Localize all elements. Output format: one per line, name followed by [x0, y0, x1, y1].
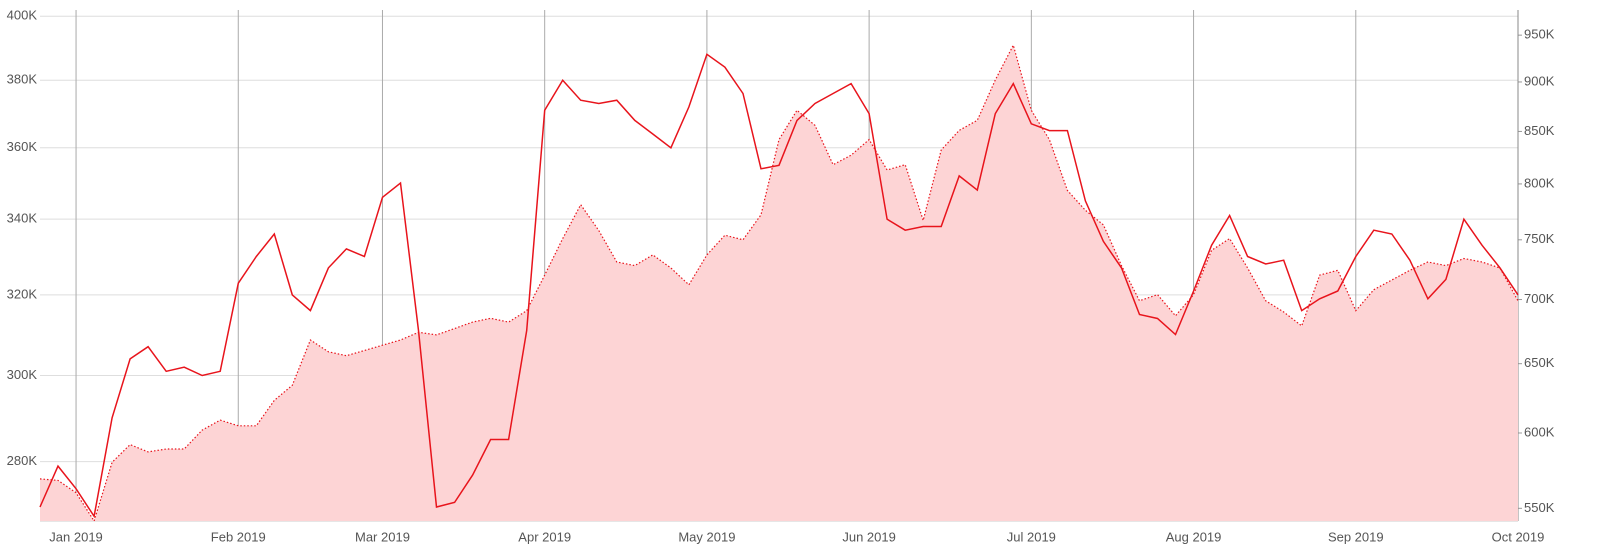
x-tick-label: Oct 2019 — [1492, 529, 1545, 544]
x-tick-label: Feb 2019 — [211, 529, 266, 544]
y-tick-label: 400K — [7, 8, 38, 23]
x-tick-label: Mar 2019 — [355, 529, 410, 544]
area-edge — [39, 43, 1519, 523]
y2-tick-label: 950K — [1524, 27, 1555, 42]
x-tick-label: Apr 2019 — [518, 529, 571, 544]
y2-tick-label: 800K — [1524, 175, 1555, 190]
x-tick-label: Jan 2019 — [49, 529, 103, 544]
area-fill — [40, 45, 1518, 521]
y2-tick-label: 900K — [1524, 73, 1555, 88]
y-tick-label: 340K — [7, 211, 38, 226]
y-tick-label: 300K — [7, 367, 38, 382]
y2-tick-label: 700K — [1524, 291, 1555, 306]
x-tick-label: Jul 2019 — [1007, 529, 1056, 544]
y2-tick-label: 550K — [1524, 500, 1555, 515]
y-tick-label: 280K — [7, 453, 38, 468]
y-tick-label: 320K — [7, 286, 38, 301]
x-tick-label: May 2019 — [678, 529, 735, 544]
y-tick-label: 360K — [7, 139, 38, 154]
y2-tick-label: 750K — [1524, 231, 1555, 246]
x-tick-label: Sep 2019 — [1328, 529, 1384, 544]
x-tick-label: Aug 2019 — [1166, 529, 1222, 544]
line — [39, 53, 1519, 519]
x-tick-label: Jun 2019 — [842, 529, 896, 544]
y2-tick-label: 850K — [1524, 123, 1555, 138]
y-tick-label: 380K — [7, 72, 38, 87]
y2-tick-label: 600K — [1524, 424, 1555, 439]
y2-tick-label: 650K — [1524, 355, 1555, 370]
